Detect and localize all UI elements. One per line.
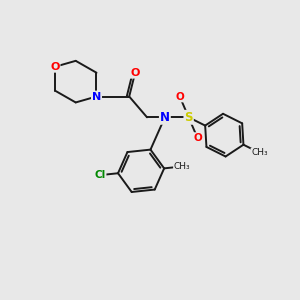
Text: CH₃: CH₃ <box>174 162 190 171</box>
Text: O: O <box>130 68 140 78</box>
Text: N: N <box>92 92 101 101</box>
Text: S: S <box>184 111 193 124</box>
Text: Cl: Cl <box>95 170 106 180</box>
Text: O: O <box>175 92 184 101</box>
Text: O: O <box>50 62 60 72</box>
Text: N: N <box>160 111 170 124</box>
Text: CH₃: CH₃ <box>251 148 268 157</box>
Text: O: O <box>193 133 202 143</box>
